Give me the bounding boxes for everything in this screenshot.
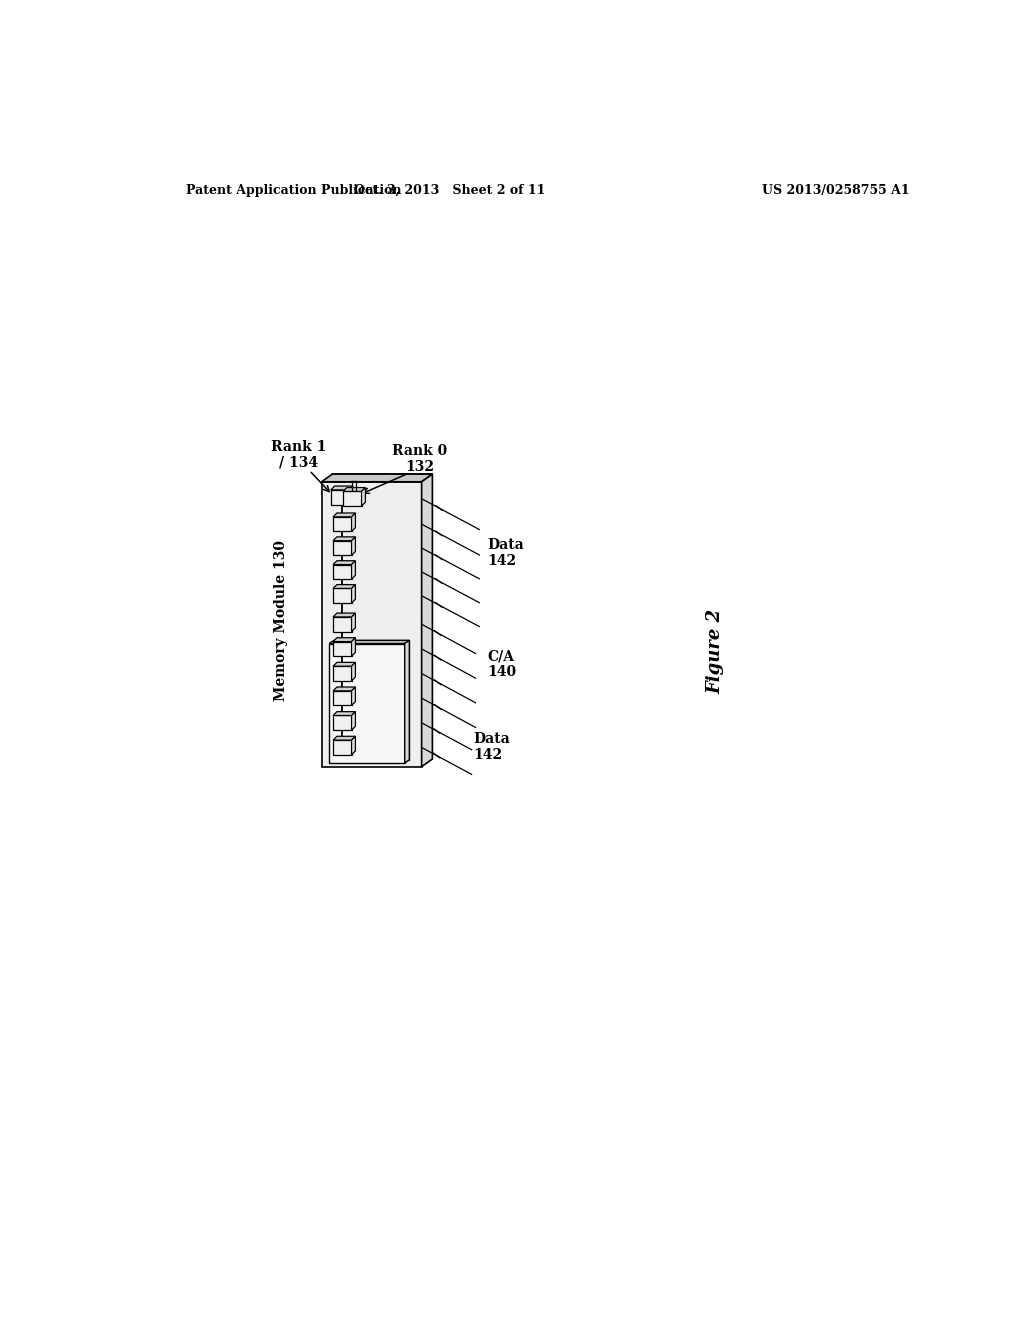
Polygon shape	[351, 638, 355, 656]
Polygon shape	[333, 667, 351, 681]
Text: Figure 2: Figure 2	[707, 609, 725, 694]
Polygon shape	[333, 686, 355, 690]
Polygon shape	[333, 715, 351, 730]
Polygon shape	[351, 537, 355, 556]
Text: Rank 1
/ 134: Rank 1 / 134	[270, 440, 326, 470]
Polygon shape	[351, 561, 355, 579]
Polygon shape	[333, 616, 351, 631]
Polygon shape	[333, 612, 355, 616]
Text: US 2013/0258755 A1: US 2013/0258755 A1	[762, 185, 909, 197]
Polygon shape	[351, 612, 355, 631]
Polygon shape	[330, 644, 404, 763]
Polygon shape	[322, 474, 432, 482]
Text: Patent Application Publication: Patent Application Publication	[186, 185, 401, 197]
Polygon shape	[422, 474, 432, 767]
Text: Rank 0
132: Rank 0 132	[392, 444, 446, 474]
Polygon shape	[331, 490, 349, 504]
Polygon shape	[351, 711, 355, 730]
Polygon shape	[333, 741, 351, 755]
Polygon shape	[333, 565, 351, 579]
Polygon shape	[333, 474, 432, 759]
Polygon shape	[404, 640, 410, 763]
Polygon shape	[333, 711, 355, 715]
Polygon shape	[334, 640, 410, 760]
Polygon shape	[333, 737, 355, 741]
Polygon shape	[333, 663, 355, 667]
Polygon shape	[343, 487, 366, 491]
Polygon shape	[351, 686, 355, 705]
Polygon shape	[351, 737, 355, 755]
Polygon shape	[351, 663, 355, 681]
Polygon shape	[322, 482, 422, 767]
Polygon shape	[333, 541, 351, 556]
Text: Data
142: Data 142	[473, 731, 510, 762]
Polygon shape	[351, 513, 355, 532]
Polygon shape	[333, 561, 355, 565]
Text: Memory Module 130: Memory Module 130	[273, 540, 288, 701]
Polygon shape	[331, 486, 353, 490]
Polygon shape	[361, 487, 366, 506]
Polygon shape	[333, 638, 355, 642]
Polygon shape	[333, 642, 351, 656]
Text: Oct. 3, 2013   Sheet 2 of 11: Oct. 3, 2013 Sheet 2 of 11	[354, 185, 546, 197]
Text: C/A
140: C/A 140	[487, 649, 516, 680]
Polygon shape	[333, 517, 351, 532]
Polygon shape	[343, 491, 361, 506]
Polygon shape	[330, 640, 410, 644]
Polygon shape	[351, 585, 355, 603]
Polygon shape	[333, 513, 355, 517]
Polygon shape	[333, 585, 355, 589]
Polygon shape	[333, 690, 351, 705]
Text: Data
142: Data 142	[487, 537, 524, 568]
Polygon shape	[333, 589, 351, 603]
Polygon shape	[333, 537, 355, 541]
Polygon shape	[349, 486, 353, 504]
